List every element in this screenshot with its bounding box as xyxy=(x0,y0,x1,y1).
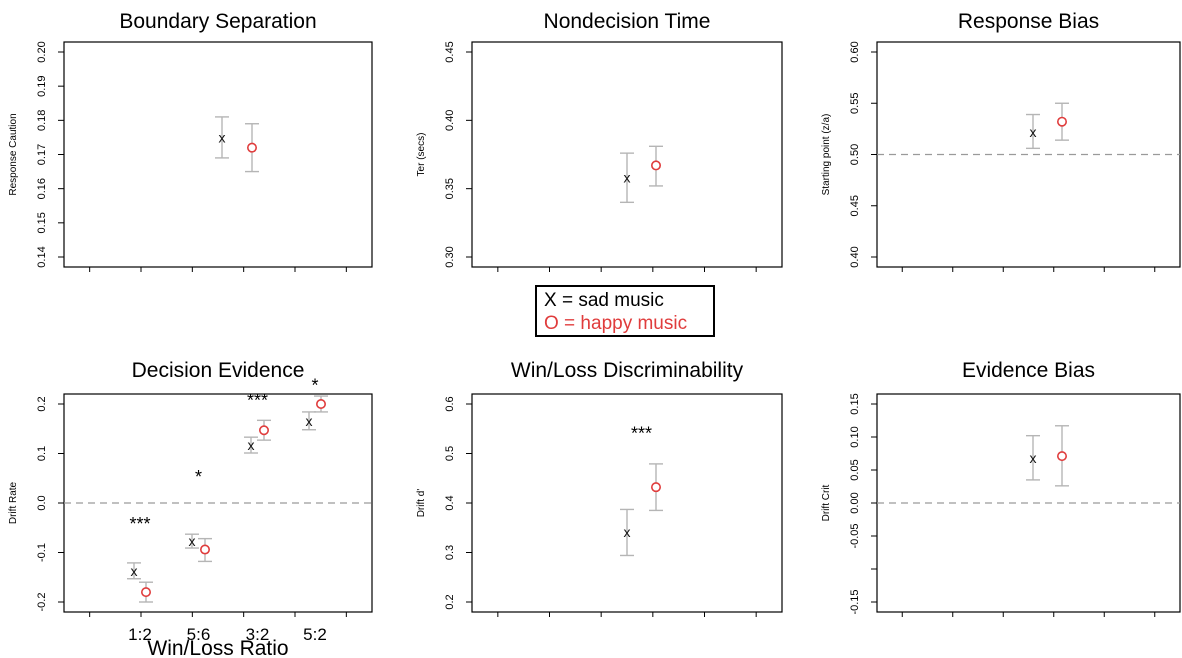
panel-title: Win/Loss Discriminability xyxy=(511,359,744,382)
panel-title: Nondecision Time xyxy=(544,10,711,33)
happy-music-marker xyxy=(200,544,211,555)
sad-music-marker: x xyxy=(624,524,631,540)
y-tick-label: -0.1 xyxy=(36,543,48,562)
y-tick-label: 0.6 xyxy=(444,396,456,411)
y-axis-label: Ter (secs) xyxy=(416,133,427,177)
y-tick-label: 0.14 xyxy=(36,246,48,267)
y-tick-label: 0.05 xyxy=(849,459,861,480)
significance-annotation: *** xyxy=(247,390,268,410)
y-tick-label: 0.45 xyxy=(849,195,861,216)
y-tick-label: 0.15 xyxy=(849,393,861,414)
plot-frame xyxy=(63,41,373,268)
happy-music-marker xyxy=(650,160,661,171)
sad-music-marker: x xyxy=(306,413,313,429)
x-category-label: 3:2 xyxy=(246,625,270,644)
y-tick-label: 0.10 xyxy=(849,426,861,447)
y-tick-label: 0.5 xyxy=(444,446,456,461)
y-axis-label: Starting point (z/a) xyxy=(821,114,832,196)
y-axis-label: Response Caution xyxy=(8,113,19,195)
y-tick-label: 0.60 xyxy=(849,41,861,62)
legend-entry-happy: O = happy music xyxy=(544,313,688,334)
happy-music-marker xyxy=(258,425,269,436)
panel-6: Evidence Bias -0.15 -0.05 0.00 0.05 0.10 0.15 D… xyxy=(821,359,1181,617)
sad-music-marker: x xyxy=(219,129,226,145)
panel-3: Response Bias 0.40 0.45 0.50 0.55 0.60 Startin… xyxy=(821,10,1181,272)
y-tick-label: 0.17 xyxy=(36,144,48,165)
panel-1: Boundary Separation 0.14 0.15 0.16 0.17 0.18 0… xyxy=(8,10,373,272)
sad-music-marker: x xyxy=(248,437,255,453)
y-tick-label: 0.18 xyxy=(36,110,48,131)
y-tick-label: -0.2 xyxy=(36,593,48,612)
legend-entry-sad: X = sad music xyxy=(544,290,664,311)
sad-music-marker: x xyxy=(189,533,196,549)
panel-title: Response Bias xyxy=(958,10,1099,33)
panel-title: Boundary Separation xyxy=(119,10,316,33)
y-tick-label: 0.35 xyxy=(444,178,456,199)
x-category-label: 5:2 xyxy=(303,625,327,644)
panel-2: Nondecision Time 0.30 0.35 0.40 0.45 Ter (sec… xyxy=(416,10,783,272)
y-axis-label: Drift d' xyxy=(416,489,427,518)
plot-frame xyxy=(471,41,783,268)
happy-music-marker xyxy=(141,587,152,598)
y-tick-label: 0.30 xyxy=(444,246,456,267)
y-tick-label: 0.15 xyxy=(36,212,48,233)
y-tick-label: 0.55 xyxy=(849,93,861,114)
y-tick-label: 0.3 xyxy=(444,545,456,560)
sad-music-marker: x xyxy=(624,170,631,186)
panel-5: Win/Loss Discriminability 0.2 0.3 0.4 0.5 0.6… xyxy=(416,359,783,617)
y-tick-label: 0.40 xyxy=(444,110,456,131)
happy-music-marker xyxy=(1057,116,1068,127)
y-tick-label: 0.4 xyxy=(444,495,456,510)
sad-music-marker: x xyxy=(1030,124,1037,140)
panel-title: Evidence Bias xyxy=(962,359,1095,382)
y-tick-label: 0.45 xyxy=(444,41,456,62)
happy-music-marker xyxy=(1057,451,1068,462)
happy-music-marker xyxy=(650,482,661,493)
happy-music-marker xyxy=(315,398,326,409)
x-category-label: 1:2 xyxy=(128,625,152,644)
y-tick-label: 0.16 xyxy=(36,178,48,199)
plot-frame xyxy=(63,393,373,613)
panel-title: Decision Evidence xyxy=(132,359,305,382)
panel-4: Decision Evidence -0.2 -0.1 0.0 0.1 0.2 Drift … xyxy=(8,359,373,658)
sad-music-marker: x xyxy=(1030,450,1037,466)
y-tick-label: 0.19 xyxy=(36,75,48,96)
x-axis-label: Win/Loss Ratio xyxy=(147,637,288,658)
y-tick-label: 0.0 xyxy=(36,495,48,510)
y-axis-label: Drift Crit xyxy=(821,484,832,521)
significance-annotation: *** xyxy=(129,514,150,534)
y-tick-label: -0.05 xyxy=(849,523,861,548)
y-tick-label: -0.15 xyxy=(849,589,861,614)
happy-music-marker xyxy=(247,142,258,153)
x-category-label: 5:6 xyxy=(187,625,211,644)
plot-frame xyxy=(471,393,783,613)
y-tick-label: 0.2 xyxy=(444,594,456,609)
y-tick-label: 0.00 xyxy=(849,492,861,513)
y-tick-label: 0.2 xyxy=(36,396,48,411)
y-tick-label: 0.50 xyxy=(849,144,861,165)
sad-music-marker: x xyxy=(131,563,138,579)
y-axis-label: Drift Rate xyxy=(8,481,19,524)
y-tick-label: 0.1 xyxy=(36,446,48,461)
legend-box: X = sad music O = happy music xyxy=(535,285,715,337)
significance-annotation: *** xyxy=(631,424,652,444)
significance-annotation: * xyxy=(195,467,202,487)
y-tick-label: 0.40 xyxy=(849,246,861,267)
y-tick-label: 0.20 xyxy=(36,41,48,62)
significance-annotation: * xyxy=(311,376,318,396)
